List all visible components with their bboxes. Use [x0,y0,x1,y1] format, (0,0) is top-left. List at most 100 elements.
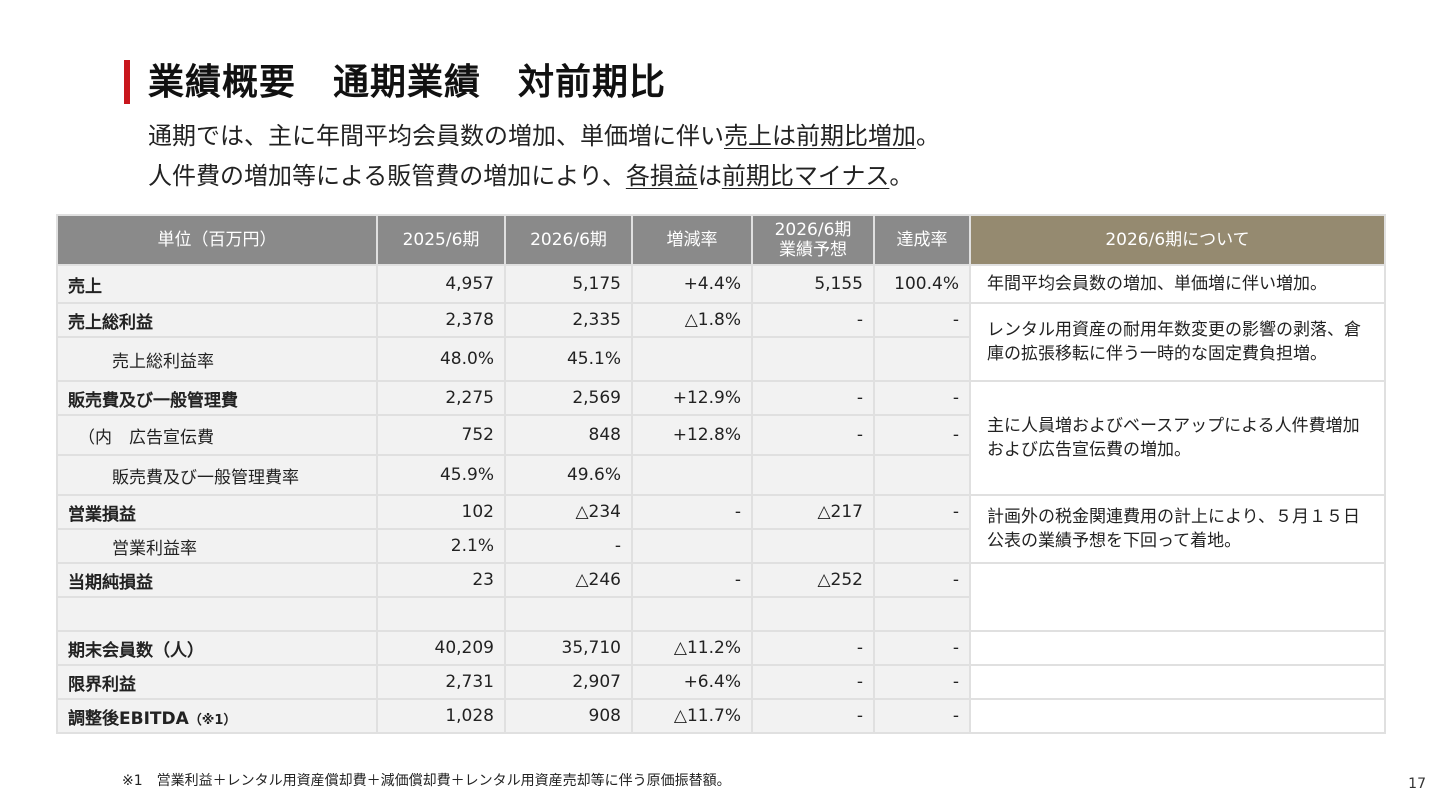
cell-achievement: - [873,494,971,530]
cell-change: - [631,494,753,530]
table-row: 売上総利益率 48.0% 45.1% [56,336,1385,382]
cell-fy2026: 2,335 [504,302,633,338]
cell-change: △11.2% [631,630,753,666]
note-empty [969,562,1386,632]
cell-fy2026: 49.6% [504,454,633,496]
page-number: 17 [1408,776,1426,792]
subtitle-line-1: 通期では、主に年間平均会員数の増加、単価増に伴い売上は前期比増加。 [148,116,940,156]
cell-fy2026: 2,907 [504,664,633,700]
cell-fy2025: 1,028 [376,698,506,734]
cell-achievement: - [873,380,971,416]
cell-forecast [751,336,875,382]
cell-fy2026: 908 [504,698,633,734]
cell-achievement [873,336,971,382]
note-sga: 主に人員増およびベースアップによる人件費増加および広告宣伝費の増加。 [969,380,1386,496]
cell-fy2026: 848 [504,414,633,456]
cell-forecast [751,596,875,632]
row-label-main: 調整後EBITDA [68,708,189,729]
table-row: 期末会員数（人） 40,209 35,710 △11.2% - - [56,630,1386,666]
cell-fy2025: 48.0% [376,336,506,382]
row-label: 売上総利益率 [56,336,378,382]
table-row: 売上総利益 2,378 2,335 △1.8% - - レンタル用資産の耐用年数… [56,302,1386,382]
table-row: 限界利益 2,731 2,907 +6.4% - - [56,664,1386,700]
row-label: （内 広告宣伝費 [56,414,378,456]
row-label: 調整後EBITDA（※1） [56,698,378,734]
table-row: 調整後EBITDA（※1） 1,028 908 △11.7% - - [56,698,1386,734]
cell-fy2025: 45.9% [376,454,506,496]
header-forecast: 2026/6期 業績予想 [751,214,875,266]
header-fy2026: 2026/6期 [504,214,633,266]
cell-fy2025: 2,378 [376,302,506,338]
subtitle-emphasis: 各損益 [625,162,698,190]
cell-achievement [873,528,971,564]
note-empty [969,630,1386,666]
cell-forecast: - [751,664,875,700]
cell-fy2025 [376,596,506,632]
cell-forecast: △252 [751,562,875,598]
subtitle-emphasis: 前期比マイナス [721,162,890,190]
cell-achievement: - [873,664,971,700]
table-row: 当期純損益 23 △246 - △252 - [56,562,1386,632]
note-empty [969,664,1386,700]
cell-fy2026: 45.1% [504,336,633,382]
cell-fy2025: 4,957 [376,264,506,304]
cell-achievement: - [873,630,971,666]
row-label: 販売費及び一般管理費 [56,380,378,416]
cell-achievement [873,596,971,632]
table-row: 販売費及び一般管理費率 45.9% 49.6% [56,454,1385,496]
cell-change [631,454,753,496]
row-label [56,596,378,632]
cell-fy2025: 40,209 [376,630,506,666]
cell-change [631,528,753,564]
note-gross-profit: レンタル用資産の耐用年数変更の影響の剥落、倉庫の拡張移転に伴う一時的な固定費負担… [969,302,1386,382]
cell-change: +12.8% [631,414,753,456]
cell-fy2025: 23 [376,562,506,598]
performance-table: 単位（百万円） 2025/6期 2026/6期 増減率 2026/6期 業績予想 … [56,214,1386,734]
header-change: 増減率 [631,214,753,266]
row-label: 営業利益率 [56,528,378,564]
cell-fy2026: 2,569 [504,380,633,416]
row-label-footnote-ref: （※1） [188,712,237,728]
row-label: 売上総利益 [56,302,378,338]
cell-fy2025: 2,275 [376,380,506,416]
cell-forecast: △217 [751,494,875,530]
table-row: 売上 4,957 5,175 +4.4% 5,155 100.4% 年間平均会員… [56,264,1386,304]
cell-fy2026: 35,710 [504,630,633,666]
row-label: 当期純損益 [56,562,378,598]
note-operating: 計画外の税金関連費用の計上により、５月１５日公表の業績予想を下回って着地。 [969,494,1386,564]
subtitle-text: 人件費の増加等による販管費の増加により、 [148,162,626,190]
cell-forecast: - [751,380,875,416]
cell-fy2026 [504,596,633,632]
cell-change: △1.8% [631,302,753,338]
cell-forecast [751,454,875,496]
row-label: 営業損益 [56,494,378,530]
header-fy2025: 2025/6期 [376,214,506,266]
table-row: （内 広告宣伝費 752 848 +12.8% - - [56,414,1385,456]
cell-fy2026: △234 [504,494,633,530]
cell-forecast: - [751,414,875,456]
cell-achievement: - [873,414,971,456]
row-label: 限界利益 [56,664,378,700]
footnote: ※1 営業利益＋レンタル用資産償却費＋減価償却費＋レンタル用資産売却等に伴う原価… [122,773,731,789]
cell-fy2026: △246 [504,562,633,598]
cell-fy2025: 2,731 [376,664,506,700]
cell-fy2025: 2.1% [376,528,506,564]
cell-fy2026: 5,175 [504,264,633,304]
subtitle-line-2: 人件費の増加等による販管費の増加により、各損益は前期比マイナス。 [148,156,940,196]
cell-change: +4.4% [631,264,753,304]
cell-fy2025: 752 [376,414,506,456]
header-achievement: 達成率 [873,214,971,266]
cell-forecast: - [751,698,875,734]
subtitle-emphasis: 売上は前期比増加 [724,122,916,150]
cell-achievement [873,454,971,496]
subtitle-text: 。 [889,162,914,190]
cell-achievement: 100.4% [873,264,971,304]
table-row: 営業損益 102 △234 - △217 - 計画外の税金関連費用の計上により、… [56,494,1386,564]
cell-achievement: - [873,302,971,338]
cell-change: +12.9% [631,380,753,416]
header-forecast-line1: 2026/6期 [774,220,852,240]
header-forecast-line2: 業績予想 [779,240,847,260]
row-label: 期末会員数（人） [56,630,378,666]
note-sales: 年間平均会員数の増加、単価増に伴い増加。 [969,264,1386,304]
cell-change: +6.4% [631,664,753,700]
